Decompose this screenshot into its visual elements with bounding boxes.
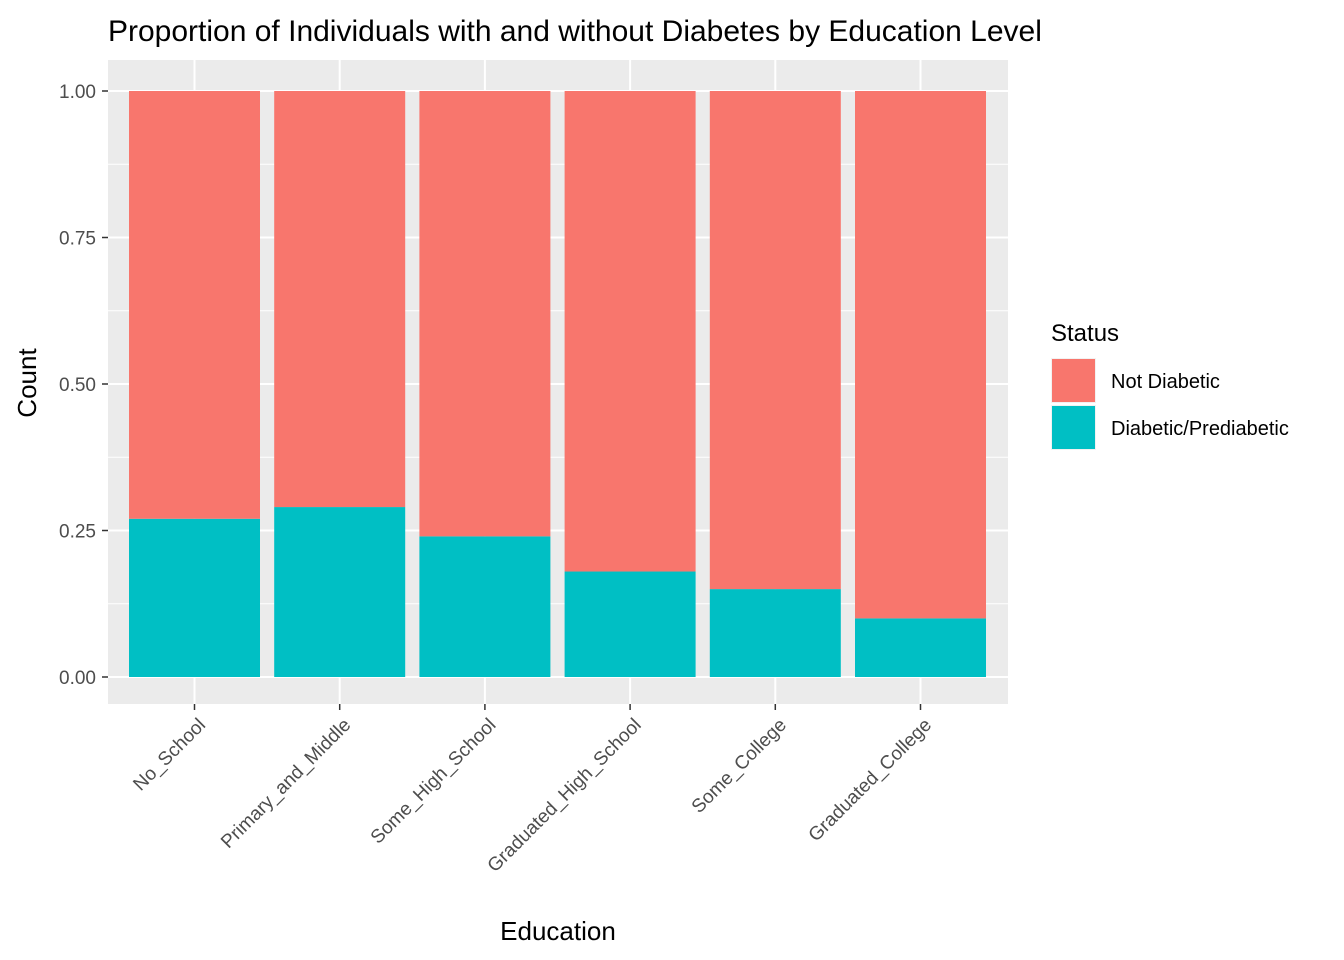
y-tick-label: 1.00 <box>59 82 96 103</box>
x-tick-label: Graduated_High_School <box>484 715 646 877</box>
y-tick-label: 0.25 <box>59 522 96 543</box>
y-tick-label: 0.50 <box>59 375 96 396</box>
legend: Status Not Diabetic Diabetic/Prediabetic <box>1051 320 1289 450</box>
x-tick-label: Some_College <box>688 715 791 818</box>
bar-segment <box>709 91 841 590</box>
legend-swatch <box>1052 406 1095 449</box>
bar-segment <box>274 91 406 508</box>
bar-segment <box>564 571 696 677</box>
bar-segment <box>129 518 260 677</box>
bar-segment <box>564 91 696 572</box>
bars <box>129 91 986 677</box>
bar-segment <box>274 507 406 677</box>
chart-title: Proportion of Individuals with and witho… <box>108 15 1042 48</box>
bar-segment <box>419 91 551 537</box>
x-tick-label: Primary_and_Middle <box>217 715 355 853</box>
x-tick-label: Some_High_School <box>367 715 501 849</box>
x-axis-title: Education <box>500 916 616 946</box>
bar-segment <box>129 91 260 519</box>
legend-label: Diabetic/Prediabetic <box>1111 418 1289 440</box>
bar-segment <box>855 91 986 619</box>
y-tick-label: 0.75 <box>59 229 96 250</box>
legend-title: Status <box>1051 320 1119 347</box>
bar-segment <box>709 589 841 677</box>
x-tick-label: No_School <box>129 715 210 796</box>
bar-segment <box>419 536 551 677</box>
y-axis: 0.00 0.25 0.50 0.75 1.00 <box>59 82 108 689</box>
x-axis: No_School Primary_and_Middle Some_High_Sch… <box>129 704 936 877</box>
x-tick-label: Graduated_College <box>805 715 936 846</box>
y-tick-label: 0.00 <box>59 668 96 689</box>
legend-label: Not Diabetic <box>1111 371 1220 393</box>
legend-swatch <box>1052 359 1095 402</box>
y-axis-title: Count <box>12 348 42 418</box>
bar-segment <box>855 618 986 677</box>
